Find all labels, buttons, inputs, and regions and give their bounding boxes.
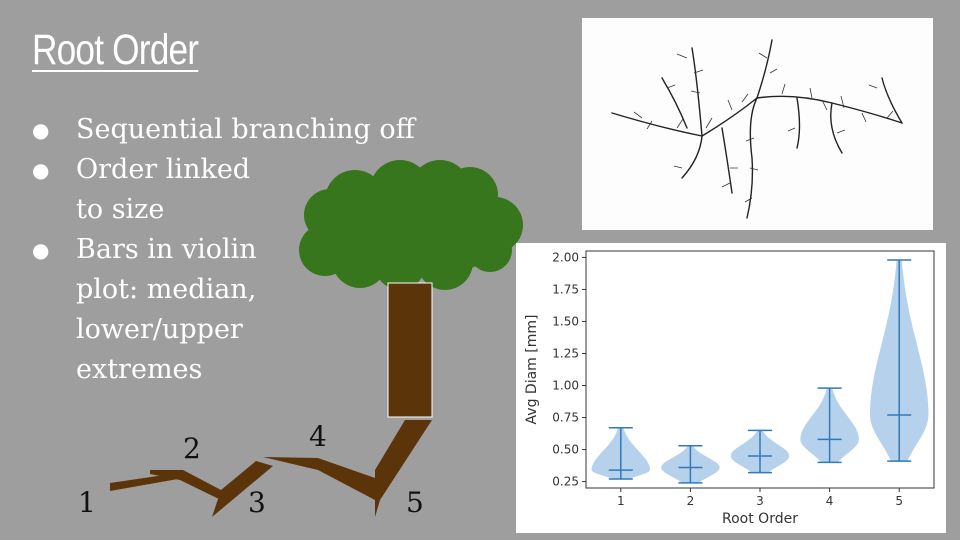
bullet-dot: ● — [32, 238, 50, 262]
x-tick-label: 5 — [895, 494, 903, 508]
bullet-text: extremes — [76, 354, 203, 385]
y-tick-label: 1.25 — [552, 346, 579, 360]
x-tick-label: 4 — [826, 494, 834, 508]
y-tick-label: 1.75 — [552, 282, 579, 296]
x-tick-label: 2 — [687, 494, 695, 508]
bullet-item: ● Bars in violin plot: median, lower/upp… — [30, 230, 415, 390]
bullet-dot: ● — [32, 118, 50, 142]
tree-roots — [110, 420, 432, 517]
root-scan-image — [582, 18, 933, 230]
bullet-text: Bars in violin — [76, 234, 257, 265]
y-tick-label: 0.50 — [552, 443, 579, 457]
bullet-item: ● Sequential branching off — [30, 110, 415, 150]
bullet-text: lower/upper — [76, 314, 243, 345]
tree-label-1: 1 — [78, 486, 96, 519]
bullet-item: ● Order linked to size — [30, 150, 415, 230]
tree-label-4: 4 — [309, 420, 327, 453]
y-tick-label: 0.75 — [552, 411, 579, 425]
x-tick-label: 3 — [756, 494, 764, 508]
x-axis-label: Root Order — [722, 511, 798, 527]
violin-chart: 0.25 0.50 0.75 1.00 1.25 1.50 1.75 2.00 1 2 3 4 5 Roo… — [516, 243, 946, 533]
root-scan-drawing — [611, 39, 903, 219]
bullet-dot: ● — [32, 158, 50, 182]
y-tick-label: 1.00 — [552, 379, 579, 393]
tree-label-2: 2 — [183, 432, 201, 465]
y-tick-label: 0.25 — [552, 475, 579, 489]
x-tick-label: 1 — [617, 494, 625, 508]
y-axis-label: Avg Diam [mm] — [524, 315, 540, 425]
y-tick-label: 1.50 — [552, 314, 579, 328]
slide-title: Root Order — [32, 26, 199, 74]
tree-label-3: 3 — [248, 486, 266, 519]
bullet-text: Order linked — [76, 154, 251, 185]
bullet-text: Sequential branching off — [76, 114, 415, 145]
tree-label-5: 5 — [406, 486, 424, 519]
bullet-text: plot: median, — [76, 274, 257, 305]
y-tick-label: 2.00 — [552, 250, 579, 264]
bullet-text: to size — [76, 194, 165, 225]
bullet-list: ● Sequential branching off ● Order linke… — [30, 110, 415, 390]
